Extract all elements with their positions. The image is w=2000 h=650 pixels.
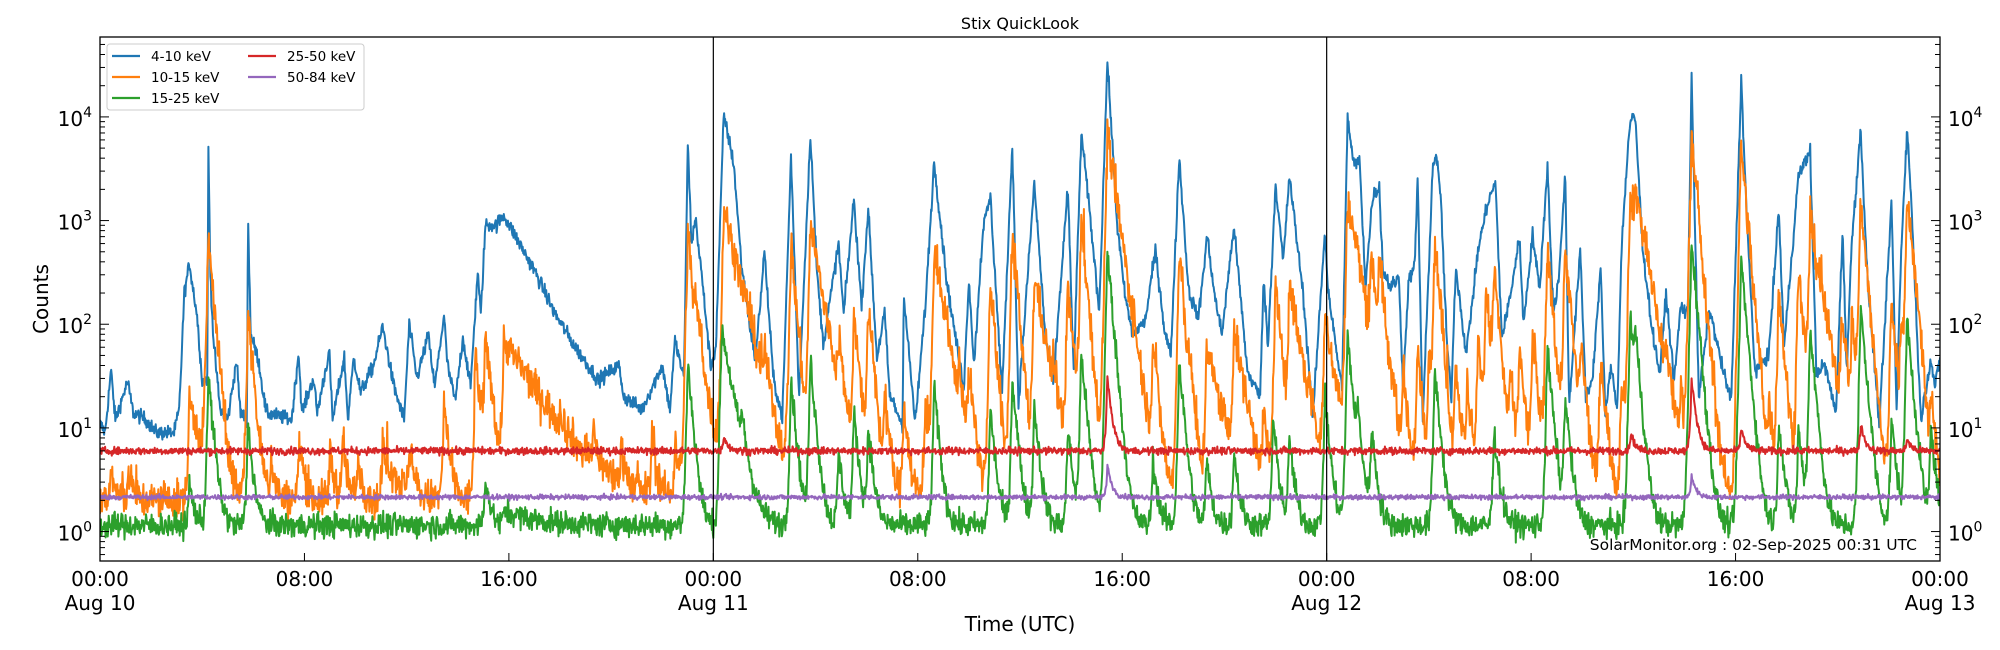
watermark-annotation: SolarMonitor.org : 02-Sep-2025 00:31 UTC — [1590, 536, 1917, 554]
x-tick-label-time: 00:00 — [71, 567, 129, 591]
x-tick-label-time: 16:00 — [1707, 567, 1765, 591]
y-tick-exponent: 4 — [83, 105, 92, 121]
y-tick-exponent: 2 — [83, 312, 92, 328]
y-tick-base: 10 — [58, 418, 83, 442]
x-tick-label-time: 16:00 — [1093, 567, 1151, 591]
y-tick-label-left: 100 — [58, 520, 92, 546]
y-tick-exponent: 0 — [1973, 520, 1982, 536]
legend-entry: 25-50 keV — [248, 49, 356, 65]
x-axis-label: Time (UTC) — [964, 612, 1076, 636]
y-tick-label-left: 102 — [58, 312, 92, 338]
x-tick-label-time: 08:00 — [889, 567, 947, 591]
y-tick-label-left: 103 — [58, 209, 92, 235]
y-tick-base: 10 — [1948, 107, 1973, 131]
series-line-25-50-kev — [100, 375, 1940, 457]
y-tick-label-left: 101 — [58, 416, 92, 442]
y-tick-label-right: 100 — [1948, 520, 1982, 546]
x-tick-label-time: 16:00 — [480, 567, 538, 591]
legend-entry: 15-25 keV — [112, 91, 220, 107]
legend-label: 4-10 keV — [151, 49, 212, 65]
series-line-4-10-kev — [100, 61, 1940, 441]
y-tick-exponent: 1 — [83, 416, 92, 432]
y-tick-base: 10 — [1948, 211, 1973, 235]
y-tick-exponent: 2 — [1973, 312, 1982, 328]
y-tick-label-right: 101 — [1948, 416, 1982, 442]
x-tick-label-time: 00:00 — [685, 567, 743, 591]
y-tick-base: 10 — [1948, 522, 1973, 546]
series-line-10-15-kev — [100, 118, 1940, 522]
y-tick-base: 10 — [1948, 418, 1973, 442]
legend-label: 25-50 keV — [287, 49, 356, 65]
y-tick-base: 10 — [58, 107, 83, 131]
y-tick-base: 10 — [58, 314, 83, 338]
series-layer — [100, 61, 1940, 544]
y-tick-exponent: 3 — [83, 209, 92, 225]
x-tick-label-date: Aug 13 — [1905, 591, 1976, 615]
x-tick-label-date: Aug 10 — [65, 591, 136, 615]
y-tick-label-right: 103 — [1948, 209, 1982, 235]
y-tick-base: 10 — [1948, 314, 1973, 338]
y-axis-label: Counts — [29, 264, 53, 334]
y-tick-label-left: 104 — [58, 105, 92, 131]
y-tick-exponent: 0 — [83, 520, 92, 536]
x-tick-label-time: 00:00 — [1911, 567, 1969, 591]
x-tick-label-time: 08:00 — [1502, 567, 1560, 591]
y-tick-base: 10 — [58, 211, 83, 235]
plot-frame — [99, 36, 1941, 562]
chart-title: Stix QuickLook — [961, 14, 1080, 33]
legend-label: 15-25 keV — [151, 91, 220, 107]
y-tick-label-right: 104 — [1948, 105, 1982, 131]
legend-box — [106, 43, 365, 111]
x-tick-label-time: 00:00 — [1298, 567, 1356, 591]
legend-entry: 50-84 keV — [248, 70, 356, 86]
legend-entry: 4-10 keV — [112, 49, 212, 65]
y-tick-label-right: 102 — [1948, 312, 1982, 338]
x-tick-label-date: Aug 12 — [1291, 591, 1362, 615]
y-tick-exponent: 1 — [1973, 416, 1982, 432]
legend-label: 50-84 keV — [287, 70, 356, 86]
x-tick-label-time: 08:00 — [276, 567, 334, 591]
y-tick-base: 10 — [58, 522, 83, 546]
y-tick-exponent: 3 — [1973, 209, 1982, 225]
series-line-50-84-kev — [100, 463, 1940, 502]
legend: 4-10 keV 10-15 keV 15-25 keV 25-50 keV 50-84… — [106, 43, 365, 111]
x-tick-label-date: Aug 11 — [678, 591, 749, 615]
y-tick-exponent: 4 — [1973, 105, 1982, 121]
legend-entry: 10-15 keV — [112, 70, 220, 86]
legend-label: 10-15 keV — [151, 70, 220, 86]
